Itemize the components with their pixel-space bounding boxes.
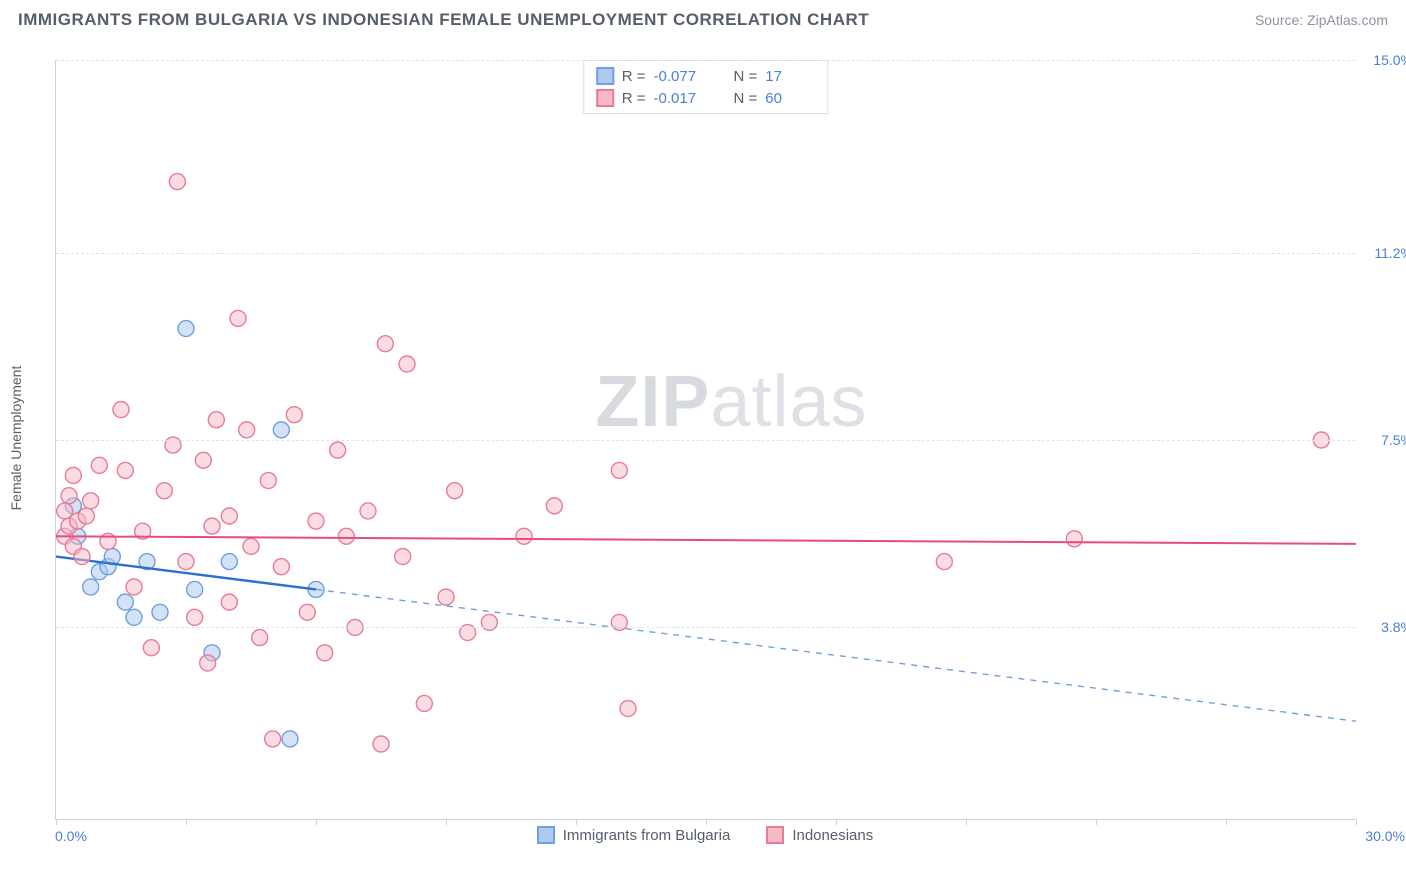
y-tick-label: 3.8% [1381, 619, 1406, 635]
data-point-indonesians [416, 695, 432, 711]
data-point-indonesians [117, 462, 133, 478]
swatch-indonesians [596, 89, 614, 107]
x-axis-max: 30.0% [1365, 828, 1405, 844]
data-point-indonesians [273, 559, 289, 575]
y-tick-label: 11.2% [1374, 245, 1406, 261]
x-tick [56, 819, 57, 825]
data-point-indonesians [308, 513, 324, 529]
gridline-h [56, 627, 1355, 628]
data-point-indonesians [126, 579, 142, 595]
x-tick [1356, 819, 1357, 825]
data-point-indonesians [338, 528, 354, 544]
data-point-indonesians [169, 174, 185, 190]
data-point-indonesians [221, 508, 237, 524]
data-point-bulgaria [273, 422, 289, 438]
data-point-indonesians [260, 473, 276, 489]
data-point-indonesians [395, 549, 411, 565]
y-tick-label: 15.0% [1373, 52, 1406, 68]
x-tick [446, 819, 447, 825]
data-point-indonesians [113, 402, 129, 418]
data-point-bulgaria [221, 554, 237, 570]
legend-swatch-indonesians [766, 826, 784, 844]
data-point-indonesians [143, 640, 159, 656]
data-point-bulgaria [126, 609, 142, 625]
data-point-indonesians [83, 493, 99, 509]
data-point-indonesians [265, 731, 281, 747]
data-point-indonesians [65, 467, 81, 483]
data-point-indonesians [330, 442, 346, 458]
gridline-h [56, 60, 1355, 61]
x-tick [1096, 819, 1097, 825]
chart-plot-area: ZIPatlas R = -0.077 N = 17 R = -0.017 N … [55, 60, 1355, 820]
x-tick [836, 819, 837, 825]
x-tick [316, 819, 317, 825]
data-point-indonesians [399, 356, 415, 372]
x-tick [966, 819, 967, 825]
data-point-indonesians [447, 483, 463, 499]
data-point-indonesians [286, 407, 302, 423]
y-tick-label: 7.5% [1381, 432, 1406, 448]
data-point-indonesians [200, 655, 216, 671]
data-point-indonesians [156, 483, 172, 499]
data-point-bulgaria [187, 581, 203, 597]
stats-row-indonesians: R = -0.017 N = 60 [596, 87, 816, 109]
data-point-indonesians [252, 630, 268, 646]
data-point-indonesians [1066, 531, 1082, 547]
stats-row-bulgaria: R = -0.077 N = 17 [596, 65, 816, 87]
trend-extension-bulgaria [316, 589, 1356, 721]
swatch-bulgaria [596, 67, 614, 85]
data-point-indonesians [611, 462, 627, 478]
data-point-indonesians [360, 503, 376, 519]
x-tick [706, 819, 707, 825]
data-point-indonesians [516, 528, 532, 544]
data-point-indonesians [187, 609, 203, 625]
data-point-bulgaria [282, 731, 298, 747]
gridline-h [56, 253, 1355, 254]
data-point-indonesians [936, 554, 952, 570]
chart-title: IMMIGRANTS FROM BULGARIA VS INDONESIAN F… [18, 10, 869, 30]
gridline-h [56, 440, 1355, 441]
legend-item-indonesians: Indonesians [766, 826, 873, 844]
data-point-indonesians [61, 488, 77, 504]
x-tick [186, 819, 187, 825]
data-point-indonesians [373, 736, 389, 752]
data-point-indonesians [317, 645, 333, 661]
data-point-bulgaria [152, 604, 168, 620]
header: IMMIGRANTS FROM BULGARIA VS INDONESIAN F… [18, 10, 1388, 30]
legend-bottom: Immigrants from Bulgaria Indonesians [55, 826, 1355, 844]
data-point-bulgaria [178, 321, 194, 337]
data-point-indonesians [620, 701, 636, 717]
data-point-indonesians [91, 457, 107, 473]
data-point-indonesians [239, 422, 255, 438]
y-axis-label: Female Unemployment [8, 366, 24, 511]
data-point-indonesians [208, 412, 224, 428]
data-point-indonesians [204, 518, 220, 534]
data-point-indonesians [546, 498, 562, 514]
data-point-indonesians [178, 554, 194, 570]
data-point-indonesians [438, 589, 454, 605]
source-attribution: Source: ZipAtlas.com [1255, 12, 1388, 28]
data-point-indonesians [243, 538, 259, 554]
data-point-indonesians [195, 452, 211, 468]
data-point-bulgaria [83, 579, 99, 595]
data-point-indonesians [377, 336, 393, 352]
x-tick [1226, 819, 1227, 825]
data-point-indonesians [74, 549, 90, 565]
correlation-stats-box: R = -0.077 N = 17 R = -0.017 N = 60 [583, 60, 829, 114]
data-point-indonesians [78, 508, 94, 524]
data-point-indonesians [299, 604, 315, 620]
legend-swatch-bulgaria [537, 826, 555, 844]
x-tick [576, 819, 577, 825]
data-point-indonesians [221, 594, 237, 610]
legend-item-bulgaria: Immigrants from Bulgaria [537, 826, 731, 844]
data-point-bulgaria [117, 594, 133, 610]
data-point-indonesians [230, 310, 246, 326]
